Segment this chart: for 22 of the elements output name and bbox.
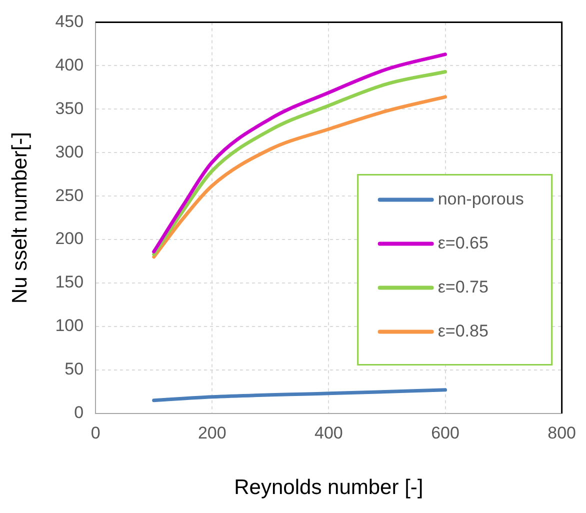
x-tick-label: 400 — [314, 423, 343, 442]
y-tick-label: 50 — [64, 360, 84, 379]
y-tick-label: 250 — [55, 186, 84, 205]
y-tick-label: 150 — [55, 272, 84, 292]
x-tick-label: 0 — [90, 423, 100, 442]
x-tick-label: 600 — [431, 423, 460, 442]
y-axis-title: Nu sselt number[-] — [8, 132, 32, 304]
y-tick-label: 400 — [55, 55, 84, 74]
y-tick-label: 450 — [55, 12, 84, 31]
y-tick-label: 100 — [55, 316, 84, 336]
x-axis-title: Reynolds number [-] — [234, 476, 424, 500]
y-tick-label: 300 — [55, 142, 84, 162]
line-series — [152, 388, 448, 402]
y-tick-label: 200 — [55, 229, 84, 248]
legend-label: ε=0.85 — [438, 321, 488, 340]
y-tick-label: 350 — [55, 98, 84, 118]
legend-label: non-porous — [438, 189, 524, 208]
y-tick-label: 0 — [74, 403, 84, 422]
legend-label: ε=0.65 — [438, 233, 488, 252]
x-tick-label: 800 — [548, 423, 576, 442]
legend-label: ε=0.75 — [438, 277, 488, 296]
x-tick-label: 200 — [198, 423, 226, 442]
